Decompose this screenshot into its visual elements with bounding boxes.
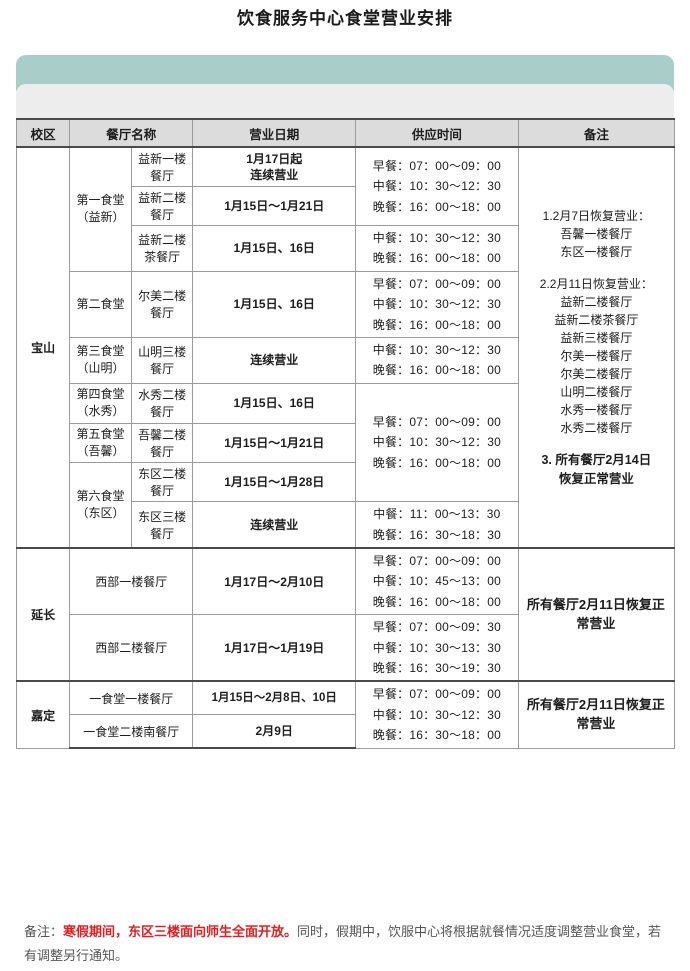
- remark-cell: 所有餐厅2月11日恢复正常营业: [517, 680, 676, 749]
- footer-rest: 同时，假期中，饮服中心将根据就餐情况适度调整营业食堂，若有调整另行通知。: [24, 924, 662, 964]
- service-time-cell: 中餐：11：00～13：30 晚餐：16：30～18：30: [355, 501, 519, 549]
- dining-hall-cell: 第二食堂: [69, 270, 132, 338]
- restaurant-name-cell: 山明三楼餐厅: [130, 336, 194, 384]
- service-time-cell: 早餐：07：00～09：00 中餐：10：30～12：30 晚餐：16：00～1…: [355, 382, 519, 503]
- dining-hall-cell: 第六食堂 （东区）: [69, 462, 132, 549]
- restaurant-name-cell: 一食堂一楼餐厅: [69, 680, 194, 716]
- restaurant-name-cell: 吾馨二楼餐厅: [130, 422, 194, 464]
- table-row: 延长 西部一楼餐厅 1月17日～2月10日 早餐：07：00～09：00 中餐：10：…: [15, 547, 676, 682]
- remark-spacer: [522, 261, 671, 275]
- restaurant-name-cell: 益新二楼茶餐厅: [130, 225, 194, 272]
- campus-cell: 宝山: [15, 145, 71, 549]
- service-time-cell: 中餐：10：30～12：30 晚餐：16：00～18：00: [355, 225, 519, 272]
- table-row: 嘉定 一食堂一楼餐厅 1月15日～2月8日、10日 早餐：07：00～09：00 中餐…: [15, 680, 676, 749]
- table-row: 益新二楼餐厅 1月15日～1月21日: [17, 186, 675, 226]
- restaurant-name-cell: 西部二楼餐厅: [69, 614, 194, 682]
- business-date-cell: 1月17日～2月10日: [192, 547, 357, 616]
- business-date-cell: 1月17日～1月19日: [192, 614, 357, 682]
- table-row: 第二食堂 尔美二楼餐厅 1月15日、16日 早餐：07：00～09：00 中餐：10：…: [17, 270, 675, 338]
- cafeteria-schedule-table: 校区 餐厅名称 营业日期 供应时间 备注 宝山 第一食堂 （益新） 益新一楼餐厅 1月1…: [15, 118, 676, 750]
- business-date-cell: 1月15日、16日: [192, 382, 357, 424]
- restaurant-name-cell: 东区二楼餐厅: [130, 462, 194, 503]
- table-row: 第三食堂 （山明） 山明三楼餐厅 连续营业 中餐：10：30～12：30 晚餐：16：0…: [17, 336, 675, 384]
- header-time: 供应时间: [355, 118, 519, 148]
- table-row: 益新二楼茶餐厅 1月15日、16日 中餐：10：30～12：30 晚餐：16：00～…: [17, 225, 675, 272]
- restaurant-name-cell: 益新一楼餐厅: [130, 146, 194, 187]
- decorative-gray-band: [16, 84, 674, 120]
- restaurant-name-cell: 尔美二楼餐厅: [130, 270, 194, 338]
- remark-cell: 1.2月7日恢复营业： 吾馨一楼餐厅 东区一楼餐厅 2.2月11日恢复营业： 益新…: [517, 145, 676, 549]
- service-time-cell: 早餐：07：00～09：00 中餐：10：30～12：30 晚餐：16：30～1…: [355, 680, 519, 749]
- remark-spacer: [522, 437, 671, 451]
- remark-block: 2.2月11日恢复营业： 益新二楼餐厅 益新二楼茶餐厅 益新三楼餐厅 尔美一楼餐…: [539, 276, 653, 435]
- remark-block: 3. 所有餐厅2月14日 恢复正常营业: [541, 452, 652, 486]
- campus-cell: 嘉定: [15, 680, 71, 749]
- dining-hall-cell: 第四食堂 （水秀）: [69, 382, 132, 424]
- service-time-cell: 早餐：07：00～09：00 中餐：10：30～12：30 晚餐：16：00～1…: [355, 146, 519, 226]
- header-date: 营业日期: [192, 118, 357, 148]
- footer-note: 备注：寒假期间，东区三楼面向师生全面开放。同时，假期中，饮服中心将根据就餐情况适…: [24, 920, 674, 968]
- service-time-cell: 早餐：07：00～09：00 中餐：10：45～13：00 晚餐：16：00～1…: [355, 547, 519, 616]
- business-date-cell: 1月15日、16日: [192, 225, 357, 272]
- page-title: 饮食服务中心食堂营业安排: [237, 9, 453, 28]
- restaurant-name-cell: 一食堂二楼南餐厅: [69, 714, 194, 750]
- table-header: 校区 餐厅名称 营业日期 供应时间 备注: [15, 118, 676, 148]
- footer-highlight: 寒假期间，东区三楼面向师生全面开放。: [63, 924, 298, 939]
- table-row: 第四食堂 （水秀） 水秀二楼餐厅 1月15日、16日 早餐：07：00～09：00 中餐…: [17, 382, 675, 503]
- business-date-cell: 1月15日～1月21日: [192, 422, 357, 464]
- business-date-cell: 1月15日、16日: [192, 270, 357, 338]
- business-date-cell: 2月9日: [192, 714, 357, 750]
- service-time-cell: 中餐：10：30～12：30 晚餐：16：00～18：00: [355, 336, 519, 384]
- business-date-cell: 连续营业: [192, 501, 357, 549]
- business-date-cell: 1月17日起 连续营业: [192, 146, 357, 187]
- table-row: 一食堂二楼南餐厅 2月9日: [17, 714, 675, 750]
- table-header-row: 校区 餐厅名称 营业日期 供应时间 备注: [15, 118, 676, 148]
- campus-cell: 延长: [15, 547, 71, 682]
- restaurant-name-cell: 益新二楼餐厅: [130, 186, 194, 226]
- remark-cell: 所有餐厅2月11日恢复正常营业: [517, 547, 676, 682]
- business-date-cell: 1月15日～1月28日: [192, 462, 357, 503]
- table-row: 第五食堂 （吾馨） 吾馨二楼餐厅 1月15日～1月21日: [17, 422, 675, 464]
- service-time-cell: 早餐：07：00～09：00 中餐：10：30～12：30 晚餐：16：00～1…: [355, 270, 519, 338]
- header-restaurant: 餐厅名称: [69, 118, 194, 148]
- restaurant-name-cell: 水秀二楼餐厅: [130, 382, 194, 424]
- table-row: 宝山 第一食堂 （益新） 益新一楼餐厅 1月17日起 连续营业 早餐：07：00～09：00…: [15, 145, 676, 549]
- business-date-cell: 1月15日～2月8日、10日: [192, 680, 357, 716]
- footer-prefix: 备注：: [24, 924, 64, 939]
- header-note: 备注: [517, 118, 676, 148]
- business-date-cell: 1月15日～1月21日: [192, 186, 357, 226]
- dining-hall-cell: 第三食堂 （山明）: [69, 336, 132, 384]
- service-time-cell: 早餐：07：00～09：30 中餐：10：30～13：30 晚餐：16：30～1…: [355, 614, 519, 682]
- restaurant-name-cell: 东区三楼餐厅: [130, 501, 194, 549]
- remark-block: 1.2月7日恢复营业： 吾馨一楼餐厅 东区一楼餐厅: [542, 208, 651, 259]
- business-date-cell: 连续营业: [192, 336, 357, 384]
- table-body: 宝山 第一食堂 （益新） 益新一楼餐厅 1月17日起 连续营业 早餐：07：00～09：00…: [15, 145, 676, 750]
- dining-hall-cell: 第一食堂 （益新）: [69, 145, 132, 272]
- dining-hall-cell: 第五食堂 （吾馨）: [69, 422, 132, 464]
- restaurant-name-cell: 西部一楼餐厅: [69, 547, 194, 616]
- header-campus: 校区: [15, 118, 71, 148]
